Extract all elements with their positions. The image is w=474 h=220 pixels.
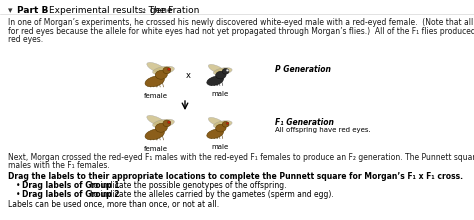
Text: males with the F₁ females.: males with the F₁ females. (8, 161, 110, 170)
Ellipse shape (163, 67, 171, 74)
Ellipse shape (147, 115, 167, 127)
Text: Drag the labels to their appropriate locations to complete the Punnett square fo: Drag the labels to their appropriate loc… (8, 172, 463, 181)
Ellipse shape (226, 122, 229, 125)
Text: •: • (16, 182, 23, 191)
Text: Part B: Part B (17, 6, 48, 15)
Text: male: male (211, 144, 228, 150)
Ellipse shape (222, 68, 229, 74)
Text: F₁ Generation: F₁ Generation (275, 118, 334, 127)
Ellipse shape (155, 123, 167, 132)
Ellipse shape (226, 69, 229, 72)
Text: In one of Morgan’s experiments, he crossed his newly discovered white-eyed male : In one of Morgan’s experiments, he cross… (8, 18, 474, 27)
Ellipse shape (155, 70, 167, 79)
Ellipse shape (213, 68, 232, 75)
Text: All offspring have red eyes.: All offspring have red eyes. (275, 127, 371, 133)
Ellipse shape (207, 129, 223, 138)
Text: for red eyes because the allele for white eyes had not yet propagated through Mo: for red eyes because the allele for whit… (8, 26, 474, 35)
Text: - Experimental results: The F: - Experimental results: The F (40, 6, 173, 15)
Ellipse shape (216, 71, 226, 79)
Ellipse shape (209, 64, 226, 74)
Ellipse shape (216, 124, 226, 132)
Text: to indicate the possible genotypes of the offspring.: to indicate the possible genotypes of th… (88, 182, 286, 191)
Text: to indicate the alleles carried by the gametes (sperm and egg).: to indicate the alleles carried by the g… (88, 190, 334, 199)
Ellipse shape (145, 129, 164, 140)
Text: P Generation: P Generation (275, 65, 331, 74)
Ellipse shape (153, 119, 174, 128)
Text: Drag labels of Group 1: Drag labels of Group 1 (22, 182, 119, 191)
Ellipse shape (213, 121, 232, 128)
Ellipse shape (209, 117, 226, 127)
Text: ▾: ▾ (8, 6, 12, 15)
Ellipse shape (145, 76, 164, 87)
Ellipse shape (222, 121, 229, 127)
Text: Labels can be used once, more than once, or not at all.: Labels can be used once, more than once,… (8, 200, 219, 209)
Text: male: male (211, 91, 228, 97)
Ellipse shape (207, 76, 223, 86)
Ellipse shape (167, 121, 171, 124)
Text: 2: 2 (142, 9, 146, 14)
Text: female: female (144, 93, 168, 99)
Ellipse shape (147, 62, 167, 74)
Text: generation: generation (147, 6, 200, 15)
Text: red eyes.: red eyes. (8, 35, 43, 44)
Text: Next, Morgan crossed the red-eyed F₁ males with the red-eyed F₁ females to produ: Next, Morgan crossed the red-eyed F₁ mal… (8, 153, 474, 162)
Ellipse shape (163, 120, 171, 127)
Text: x: x (185, 70, 191, 79)
Text: female: female (144, 146, 168, 152)
Text: Drag labels of Group 2: Drag labels of Group 2 (22, 190, 119, 199)
Ellipse shape (153, 66, 174, 75)
Text: •: • (16, 190, 23, 199)
Ellipse shape (167, 68, 171, 71)
